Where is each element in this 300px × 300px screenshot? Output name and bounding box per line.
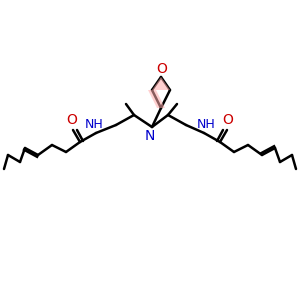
Polygon shape: [148, 90, 165, 108]
Text: N: N: [145, 129, 155, 143]
Text: O: O: [67, 113, 77, 127]
Text: NH: NH: [196, 118, 215, 130]
Text: O: O: [223, 113, 233, 127]
Polygon shape: [152, 77, 170, 90]
Text: O: O: [157, 62, 167, 76]
Text: NH: NH: [85, 118, 104, 130]
